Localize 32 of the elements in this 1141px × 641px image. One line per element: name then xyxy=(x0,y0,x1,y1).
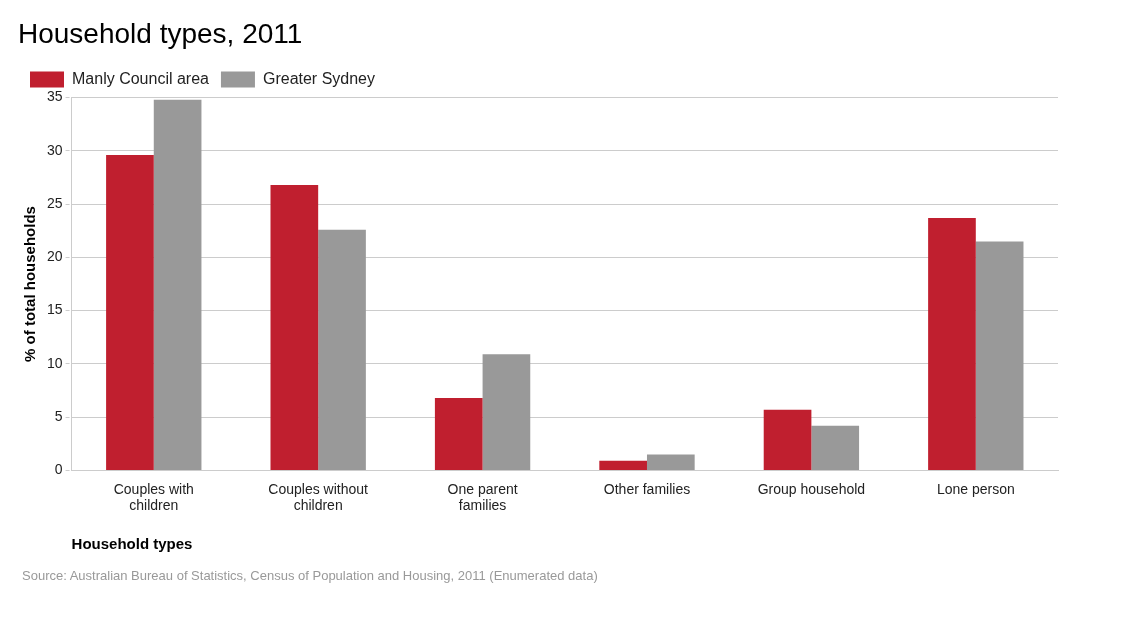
legend-label: Greater Sydney xyxy=(262,70,376,88)
y-tick-label: 5 xyxy=(54,408,63,424)
bar xyxy=(270,184,319,470)
bar xyxy=(318,229,366,470)
x-tick-label: One parent families xyxy=(447,480,518,514)
y-tick-label: 25 xyxy=(46,194,63,211)
bar xyxy=(811,425,860,470)
bar xyxy=(153,99,202,470)
y-tick-label: 20 xyxy=(46,248,63,265)
bar xyxy=(599,460,647,470)
source-note: Source: Australian Bureau of Statistics, Census of Population and Housing, 2011 (Enumerated data) xyxy=(22,568,599,583)
y-tick-label: 15 xyxy=(46,301,63,318)
y-tick-label: 0 xyxy=(54,461,63,478)
bar xyxy=(763,409,812,470)
bar xyxy=(482,354,531,470)
bar xyxy=(434,397,483,470)
bar xyxy=(106,155,154,470)
x-tick-label: Group household xyxy=(757,480,866,497)
bar xyxy=(928,217,976,470)
bar xyxy=(646,454,695,470)
chart-title: Household types, 2011 xyxy=(18,17,303,49)
bar xyxy=(975,241,1024,470)
x-axis-title: Household types xyxy=(71,535,193,553)
legend-label: Manly Council area xyxy=(72,70,210,88)
x-tick-label: Couples without children xyxy=(268,480,369,514)
y-axis-title: % of total households xyxy=(21,206,39,362)
x-tick-label: Other families xyxy=(603,480,691,497)
y-tick-label: 10 xyxy=(46,354,63,371)
x-tick-label: Couples with children xyxy=(113,480,194,514)
y-tick-label: 30 xyxy=(46,141,63,158)
x-tick-label: Lone person xyxy=(936,480,1015,497)
y-tick-label: 35 xyxy=(46,88,63,105)
